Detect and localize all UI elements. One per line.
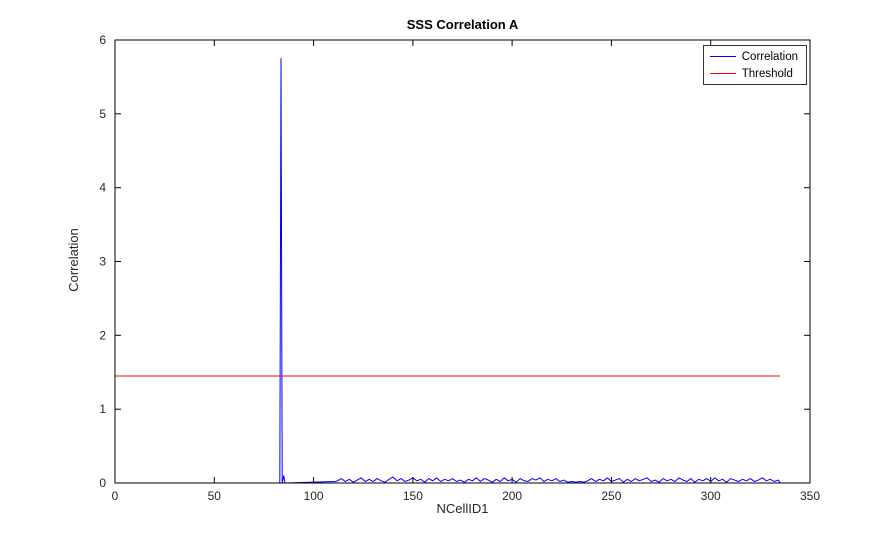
correlation-line xyxy=(115,57,781,484)
y-tick-label: 4 xyxy=(99,181,106,195)
legend-entry-correlation: Correlation xyxy=(709,49,798,64)
y-axis-label: Correlation xyxy=(66,228,81,292)
legend-label-threshold: Threshold xyxy=(741,67,793,80)
x-tick-label: 250 xyxy=(601,489,621,503)
x-tick-label: 150 xyxy=(403,489,423,503)
y-tick-label: 2 xyxy=(99,328,106,342)
y-tick-label: 6 xyxy=(99,33,106,47)
x-tick-label: 300 xyxy=(701,489,721,503)
legend: Correlation Threshold xyxy=(702,45,807,85)
axes-box xyxy=(114,39,811,484)
y-tick-label: 5 xyxy=(99,107,106,121)
x-tick-label: 350 xyxy=(800,489,820,503)
legend-entry-threshold: Threshold xyxy=(709,66,798,81)
legend-line-threshold-icon xyxy=(709,73,736,74)
y-tick-label: 0 xyxy=(99,476,106,490)
legend-line-correlation-icon xyxy=(709,56,736,57)
y-tick-label: 3 xyxy=(99,255,106,269)
x-tick-label: 50 xyxy=(208,489,222,503)
legend-label-correlation: Correlation xyxy=(741,50,798,63)
x-axis-label: NCellID1 xyxy=(436,501,489,516)
chart-title: SSS Correlation A xyxy=(406,17,519,32)
x-tick-label: 0 xyxy=(112,489,119,503)
y-tick-label: 1 xyxy=(99,402,106,416)
x-tick-label: 100 xyxy=(304,489,324,503)
x-tick-label: 200 xyxy=(502,489,522,503)
